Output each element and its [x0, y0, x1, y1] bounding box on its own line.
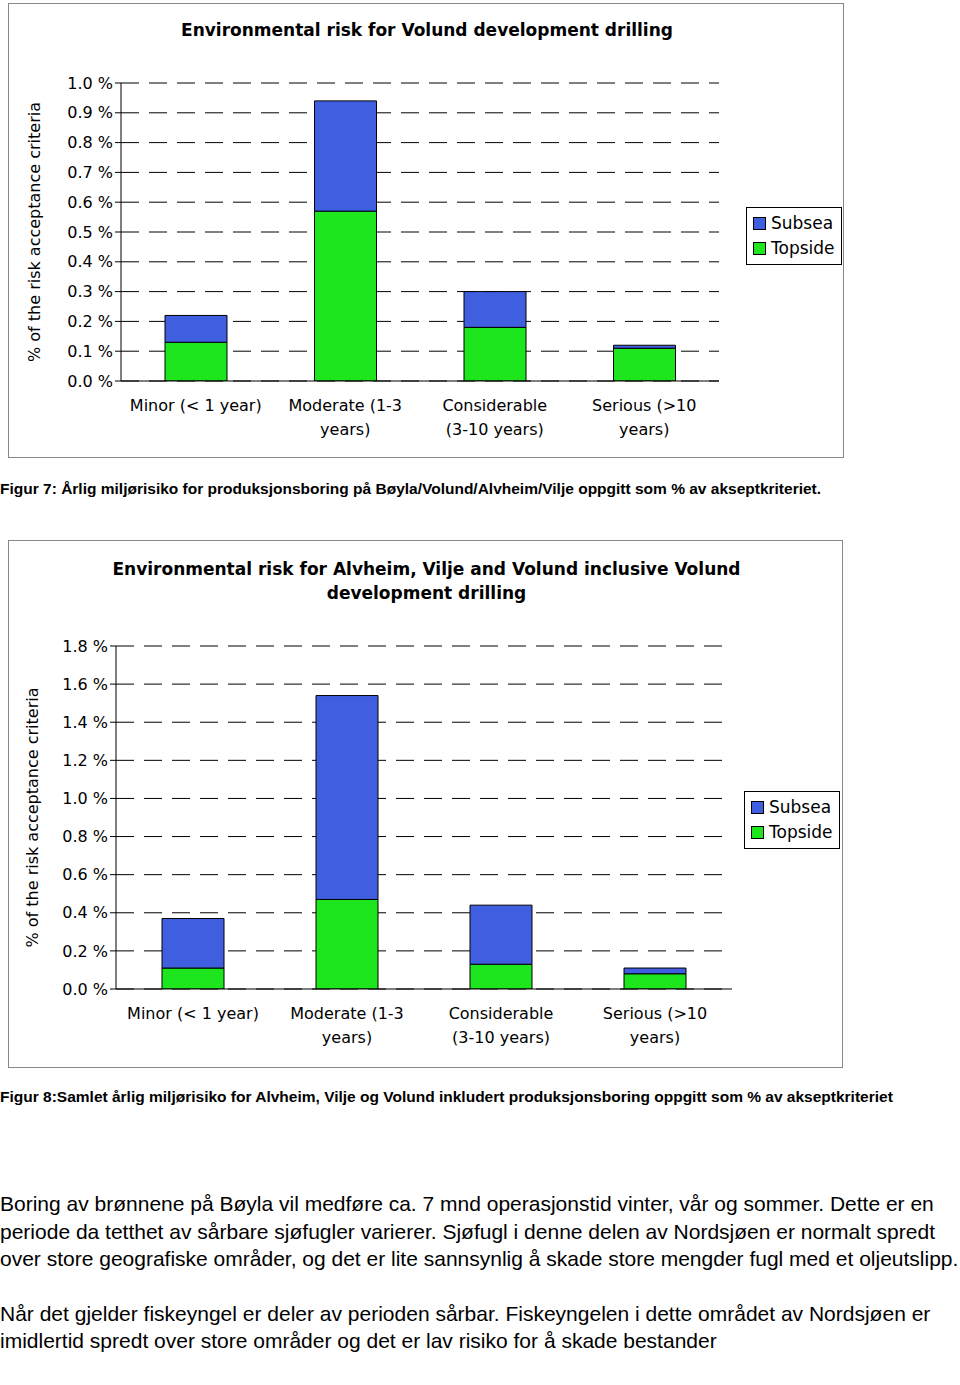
html-text:Når det gjelder fiskeyngel er: Når det gjelder fiskeyngel er deler av p…	[0, 1301, 931, 1352]
svg-text:years): years)	[619, 420, 669, 439]
svg-text:0.7 %: 0.7 %	[67, 163, 113, 182]
svg-text:0.8 %: 0.8 %	[67, 133, 113, 152]
svg-text:Moderate (1-3: Moderate (1-3	[288, 396, 402, 415]
svg-text:0.9 %: 0.9 %	[67, 103, 113, 122]
svg-text:Moderate (1-3: Moderate (1-3	[290, 1004, 404, 1023]
svg-text:0.3 %: 0.3 %	[67, 282, 113, 301]
svg-text:Minor (< 1 year): Minor (< 1 year)	[130, 396, 262, 415]
html-text:Environmental risk for Volund: Environmental risk for Volund developmen…	[181, 20, 673, 40]
svg-text:0.0 %: 0.0 %	[62, 980, 108, 999]
svg-text:years): years)	[322, 1028, 372, 1047]
svg-text:Serious (>10: Serious (>10	[592, 396, 696, 415]
svg-text:0.2 %: 0.2 %	[62, 942, 108, 961]
svg-text:0.2 %: 0.2 %	[67, 312, 113, 331]
svg-text:0.1 %: 0.1 %	[67, 342, 113, 361]
svg-text:1.0 %: 1.0 %	[62, 789, 108, 808]
svg-text:0.6 %: 0.6 %	[67, 193, 113, 212]
svg-text:(3-10 years): (3-10 years)	[446, 420, 544, 439]
svg-text:(3-10 years): (3-10 years)	[452, 1028, 550, 1047]
svg-text:Minor (< 1 year): Minor (< 1 year)	[127, 1004, 259, 1023]
svg-text:Considerable: Considerable	[449, 1004, 554, 1023]
svg-text:% of the risk acceptance crite: % of the risk acceptance criteria	[23, 688, 42, 948]
html-text:Topside: Topside	[769, 822, 833, 842]
svg-text:1.0 %: 1.0 %	[67, 74, 113, 93]
html-text:Subsea: Subsea	[769, 797, 832, 817]
svg-text:0.4 %: 0.4 %	[67, 252, 113, 271]
svg-text:0.4 %: 0.4 %	[62, 903, 108, 922]
svg-text:1.4 %: 1.4 %	[62, 713, 108, 732]
svg-text:0.6 %: 0.6 %	[62, 865, 108, 884]
html-text:Figur 8:Samlet årlig miljørisi: Figur 8:Samlet årlig miljørisiko for Alv…	[0, 1088, 893, 1105]
svg-text:Serious (>10: Serious (>10	[603, 1004, 707, 1023]
svg-text:1.8 %: 1.8 %	[62, 637, 108, 656]
svg-text:0.5 %: 0.5 %	[67, 223, 113, 242]
html-text:Figur 7: Årlig miljørisiko for: Figur 7: Årlig miljørisiko for produksjo…	[0, 480, 822, 497]
html-text:Environmental risk for Alvheim: Environmental risk for Alvheim, Vilje an…	[112, 559, 741, 603]
svg-text:1.6 %: 1.6 %	[62, 675, 108, 694]
svg-text:% of the risk acceptance crite: % of the risk acceptance criteria	[25, 102, 44, 362]
html-text:Subsea: Subsea	[771, 213, 834, 233]
html-text:Topside: Topside	[771, 238, 835, 258]
svg-text:years): years)	[320, 420, 370, 439]
svg-text:1.2 %: 1.2 %	[62, 751, 108, 770]
svg-text:0.0 %: 0.0 %	[67, 372, 113, 391]
svg-text:years): years)	[630, 1028, 680, 1047]
svg-text:0.8 %: 0.8 %	[62, 827, 108, 846]
html-text:Boring av brønnene på Bøyla vi: Boring av brønnene på Bøyla vil medføre …	[0, 1192, 959, 1270]
svg-text:Considerable: Considerable	[442, 396, 547, 415]
